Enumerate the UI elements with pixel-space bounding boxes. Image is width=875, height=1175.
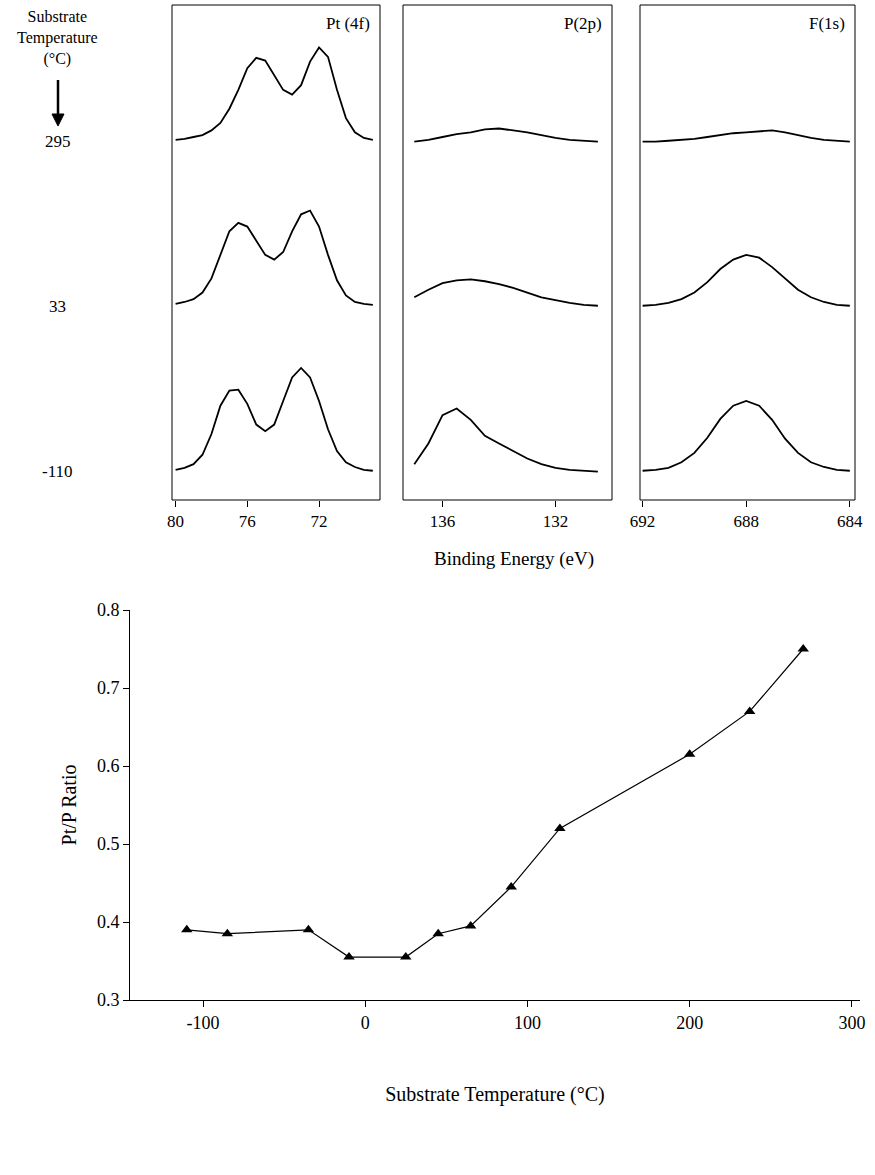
svg-text:76: 76: [239, 512, 256, 531]
svg-text:0.4: 0.4: [97, 912, 120, 932]
svg-text:Pt/P Ratio: Pt/P Ratio: [58, 765, 80, 846]
svg-text:0.3: 0.3: [97, 990, 120, 1010]
svg-text:F(1s): F(1s): [809, 14, 845, 33]
svg-text:0.7: 0.7: [97, 678, 120, 698]
svg-text:692: 692: [630, 512, 656, 531]
svg-text:688: 688: [733, 512, 759, 531]
svg-text:684: 684: [837, 512, 863, 531]
svg-text:Substrate Temperature (°C): Substrate Temperature (°C): [385, 1083, 605, 1106]
svg-text:P(2p): P(2p): [564, 14, 602, 33]
svg-text:300: 300: [838, 1013, 865, 1033]
svg-text:-110: -110: [42, 462, 73, 481]
svg-text:72: 72: [311, 512, 328, 531]
svg-text:SubstrateTemperature(°C): SubstrateTemperature(°C): [17, 8, 98, 68]
svg-text:0.5: 0.5: [97, 834, 120, 854]
svg-text:0.6: 0.6: [97, 756, 120, 776]
svg-text:Pt (4f): Pt (4f): [326, 14, 370, 33]
svg-text:0.8: 0.8: [97, 600, 120, 620]
svg-text:295: 295: [45, 132, 71, 151]
svg-text:33: 33: [49, 297, 66, 316]
svg-text:100: 100: [514, 1013, 541, 1033]
svg-text:80: 80: [167, 512, 184, 531]
svg-text:200: 200: [676, 1013, 703, 1033]
svg-text:Binding Energy (eV): Binding Energy (eV): [434, 548, 594, 570]
svg-text:0: 0: [361, 1013, 370, 1033]
svg-text:132: 132: [543, 512, 569, 531]
svg-text:-100: -100: [187, 1013, 220, 1033]
svg-text:136: 136: [430, 512, 456, 531]
